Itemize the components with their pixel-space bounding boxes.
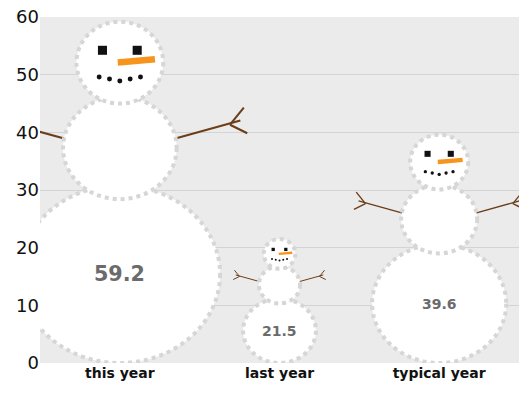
svg-text:this year: this year: [85, 365, 155, 381]
svg-text:39.6: 39.6: [422, 296, 457, 312]
svg-text:10: 10: [16, 295, 39, 316]
svg-text:30: 30: [16, 179, 39, 200]
svg-text:21.5: 21.5: [262, 323, 297, 339]
svg-text:0: 0: [28, 352, 39, 373]
svg-text:59.2: 59.2: [94, 262, 145, 286]
svg-text:60: 60: [16, 6, 39, 27]
svg-text:20: 20: [16, 237, 39, 258]
svg-text:50: 50: [16, 64, 39, 85]
svg-text:last year: last year: [245, 365, 314, 381]
svg-text:typical year: typical year: [393, 365, 486, 381]
svg-text:40: 40: [16, 122, 39, 143]
